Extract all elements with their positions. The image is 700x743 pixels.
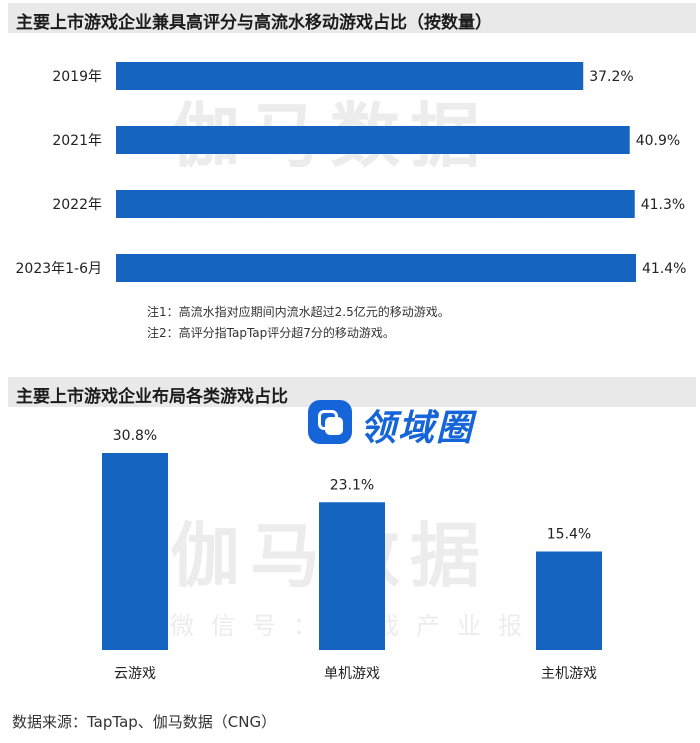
column-1	[102, 453, 168, 650]
value-label-1: 37.2%	[589, 69, 633, 85]
category-label-1: 2019年	[52, 69, 102, 85]
column-3	[536, 551, 602, 650]
value-label-2: 40.9%	[636, 133, 680, 149]
column-value-label-3: 15.4%	[547, 527, 591, 543]
horizontal-bar-chart: 2019年 37.2% 2021年 40.9% 2022年 41.3% 2023年1-6月 4…	[16, 62, 686, 282]
vertical-bar-chart: 30.8% 云游戏 23.1% 单机游戏 15.4% 主机游戏	[102, 428, 602, 682]
category-label-3: 2022年	[52, 197, 102, 213]
data-source: 数据来源：TapTap、伽马数据（CNG）	[12, 713, 277, 731]
chart-1-title: 主要上市游戏企业兼具高评分与高流水移动游戏占比（按数量）	[16, 13, 492, 33]
section-header-1: 主要上市游戏企业兼具高评分与高流水移动游戏占比（按数量）	[8, 3, 696, 33]
category-label-2: 2021年	[52, 133, 102, 149]
column-category-label-1: 云游戏	[114, 666, 156, 682]
badge-text: 领域圈	[360, 408, 475, 449]
bar-4	[116, 254, 636, 282]
section-header-2: 主要上市游戏企业布局各类游戏占比	[8, 377, 696, 407]
category-label-4: 2023年1-6月	[16, 261, 103, 277]
column-category-label-3: 主机游戏	[541, 666, 597, 682]
column-value-label-2: 23.1%	[330, 477, 374, 493]
chart-2-title: 主要上市游戏企业布局各类游戏占比	[16, 387, 288, 407]
value-label-3: 41.3%	[641, 197, 685, 213]
column-2	[319, 502, 385, 650]
value-label-4: 41.4%	[642, 261, 686, 277]
chart-1-note-1: 注1：高流水指对应期间内流水超过2.5亿元的移动游戏。	[147, 305, 450, 319]
bar-1	[116, 62, 584, 90]
bar-2	[116, 126, 630, 154]
chart-1-note-2: 注2：高评分指TapTap评分超7分的移动游戏。	[147, 326, 395, 340]
bar-3	[116, 190, 635, 218]
badge-logo-icon	[308, 400, 352, 444]
domain-circle-badge: 领域圈	[308, 397, 514, 449]
column-category-label-2: 单机游戏	[324, 666, 380, 682]
column-value-label-1: 30.8%	[113, 428, 157, 444]
